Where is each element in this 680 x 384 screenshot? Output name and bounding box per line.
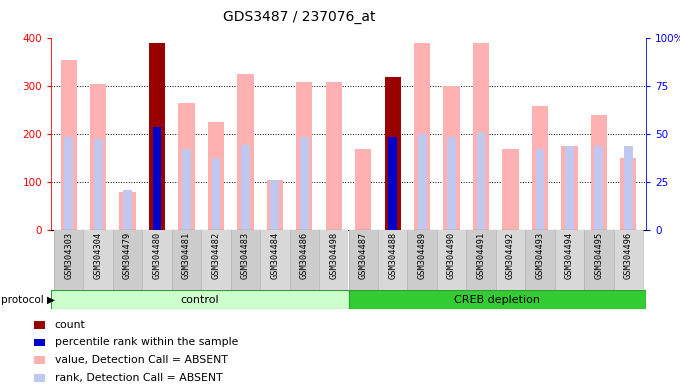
Bar — [260, 230, 290, 290]
Text: protocol ▶: protocol ▶ — [1, 295, 55, 305]
Bar — [290, 230, 319, 290]
Text: control: control — [180, 295, 219, 305]
Bar — [561, 146, 577, 230]
Text: GSM304489: GSM304489 — [418, 232, 426, 280]
Text: GSM304304: GSM304304 — [94, 232, 103, 280]
Bar — [241, 145, 250, 230]
Text: percentile rank within the sample: percentile rank within the sample — [54, 338, 238, 348]
Text: GSM304303: GSM304303 — [64, 232, 73, 280]
Bar — [624, 146, 633, 230]
Bar — [447, 137, 456, 230]
Text: rank, Detection Call = ABSENT: rank, Detection Call = ABSENT — [54, 373, 222, 383]
Bar — [237, 74, 254, 230]
Bar — [152, 127, 161, 230]
Bar — [34, 374, 46, 382]
Text: GSM304493: GSM304493 — [535, 232, 545, 280]
Bar — [536, 149, 545, 230]
Bar — [503, 149, 519, 230]
Bar — [473, 43, 489, 230]
Text: count: count — [54, 320, 86, 330]
Bar — [584, 230, 613, 290]
Bar — [496, 230, 525, 290]
Bar — [437, 230, 466, 290]
Bar — [34, 339, 46, 346]
Bar — [525, 230, 555, 290]
Bar — [61, 60, 77, 230]
Bar — [477, 132, 486, 230]
Bar — [54, 230, 84, 290]
Text: GSM304492: GSM304492 — [506, 232, 515, 280]
Bar — [555, 230, 584, 290]
Bar — [319, 230, 348, 290]
Bar — [355, 149, 371, 230]
Text: CREB depletion: CREB depletion — [454, 295, 540, 305]
FancyBboxPatch shape — [51, 290, 348, 309]
Text: GDS3487 / 237076_at: GDS3487 / 237076_at — [223, 10, 375, 23]
Text: GSM304486: GSM304486 — [300, 232, 309, 280]
Bar — [123, 190, 132, 230]
Bar — [296, 82, 312, 230]
Bar — [178, 103, 194, 230]
Bar — [34, 356, 46, 364]
Bar — [142, 230, 172, 290]
Bar — [211, 158, 220, 230]
Bar — [300, 137, 309, 230]
Text: GSM304488: GSM304488 — [388, 232, 397, 280]
Bar — [594, 146, 603, 230]
Text: GSM304482: GSM304482 — [211, 232, 220, 280]
Text: GSM304484: GSM304484 — [271, 232, 279, 280]
Bar — [201, 230, 231, 290]
Bar — [348, 230, 378, 290]
FancyBboxPatch shape — [348, 290, 646, 309]
Bar — [84, 230, 113, 290]
Bar — [443, 86, 460, 230]
Bar — [591, 115, 607, 230]
Text: GSM304498: GSM304498 — [329, 232, 338, 280]
Bar — [385, 77, 401, 230]
Text: GSM304479: GSM304479 — [123, 232, 132, 280]
Text: GSM304494: GSM304494 — [565, 232, 574, 280]
Text: GSM304495: GSM304495 — [594, 232, 603, 280]
Bar — [414, 43, 430, 230]
Text: GSM304481: GSM304481 — [182, 232, 191, 280]
Bar — [388, 137, 397, 230]
Bar — [267, 180, 283, 230]
Bar — [418, 134, 426, 230]
Bar — [407, 230, 437, 290]
Text: GSM304483: GSM304483 — [241, 232, 250, 280]
Text: GSM304480: GSM304480 — [152, 232, 162, 280]
Bar — [565, 146, 574, 230]
Bar — [94, 139, 103, 230]
Bar — [271, 180, 279, 230]
Text: value, Detection Call = ABSENT: value, Detection Call = ABSENT — [54, 355, 228, 365]
Bar — [378, 230, 407, 290]
Bar — [120, 192, 136, 230]
Bar — [64, 137, 73, 230]
Bar — [208, 122, 224, 230]
Bar — [113, 230, 142, 290]
Text: GSM304496: GSM304496 — [624, 232, 633, 280]
Bar — [34, 321, 46, 329]
Bar — [613, 230, 643, 290]
Bar — [620, 158, 636, 230]
Bar — [388, 137, 397, 230]
Bar — [149, 43, 165, 230]
Text: GSM304490: GSM304490 — [447, 232, 456, 280]
Bar — [172, 230, 201, 290]
Bar — [532, 106, 548, 230]
Bar — [466, 230, 496, 290]
Text: GSM304491: GSM304491 — [477, 232, 486, 280]
Text: GSM304487: GSM304487 — [359, 232, 368, 280]
Bar — [152, 127, 161, 230]
Bar — [182, 149, 191, 230]
Bar — [326, 82, 342, 230]
Bar — [231, 230, 260, 290]
Bar — [90, 84, 106, 230]
